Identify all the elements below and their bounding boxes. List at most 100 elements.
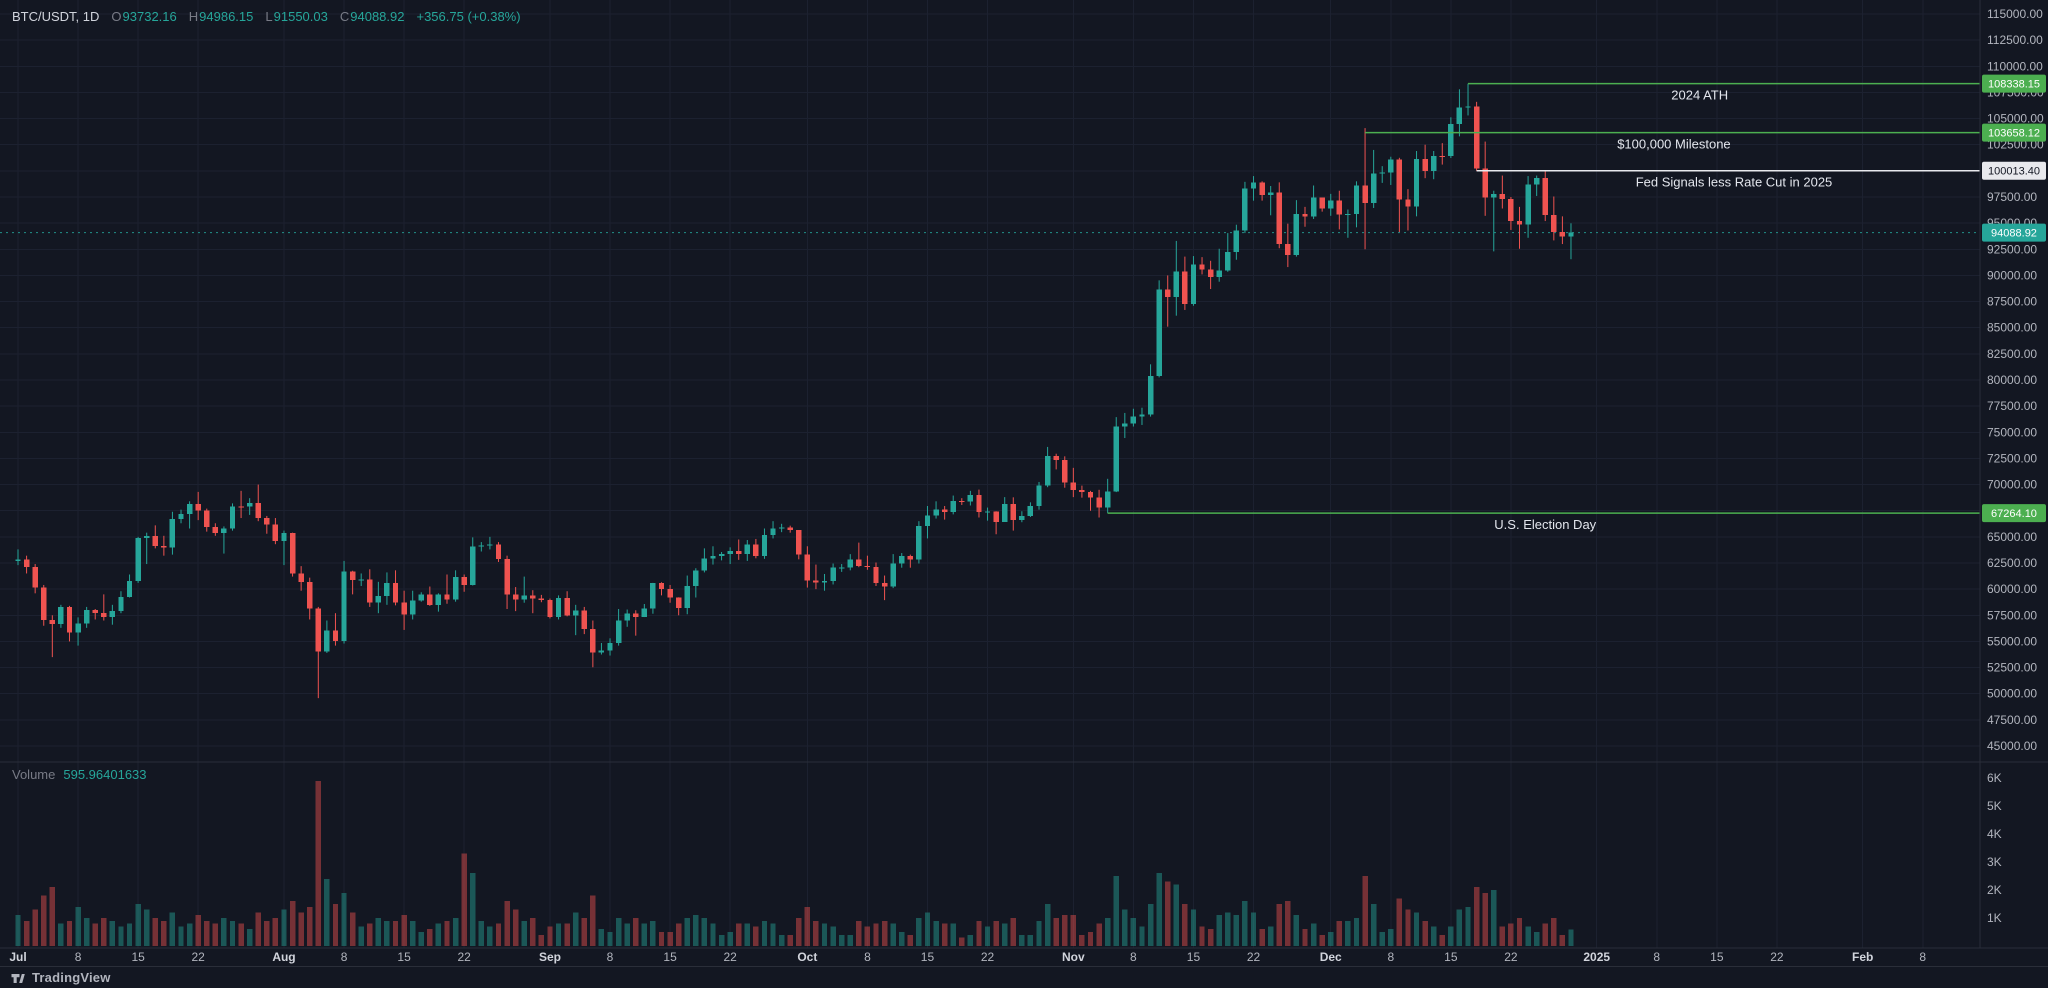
symbol-title[interactable]: BTC/USDT, 1D [12,9,100,24]
volume-bar [1508,923,1514,946]
candle-body [916,525,922,560]
volume-axis[interactable]: 1K 2K 3K 4K 5K 6K [1987,771,2002,925]
annotation-price-badge: 103658.12 [1982,123,2046,142]
candle-body [392,582,399,603]
price-tick-label: 52500.00 [1987,661,2037,675]
volume-bar [924,912,931,946]
volume-bar [1293,915,1300,946]
volume-bar [959,937,965,946]
volume-bar [1568,929,1574,946]
volume-bar [1002,923,1008,946]
candle-body [1104,491,1111,508]
candle-body [787,527,793,531]
candle-body [890,563,896,587]
close-label: C [339,9,350,24]
time-tick-label: 22 [723,950,737,964]
volume-bar [1473,887,1480,946]
price-axis[interactable]: 45000.00 47500.00 50000.00 52500.00 55000.00… [1987,7,2044,753]
volume-bar [1139,926,1145,946]
candle-body [1182,271,1188,305]
candle-body [1096,497,1102,508]
annotation-price-badge: 67264.10 [1982,504,2046,523]
volume-bar [1328,932,1334,946]
candle-body [1353,185,1360,214]
candlestick-chart[interactable]: 2024 ATH $100,000 Milestone Fed Signals le… [0,0,2048,966]
volume-bar [1225,912,1231,946]
annotation-label[interactable]: 2024 ATH [1671,88,1728,103]
candle-body [1233,230,1240,252]
annotation-2024-ath[interactable]: 2024 ATH [1468,82,1980,103]
candle-body [401,602,407,615]
volume-bar [1079,934,1085,946]
annotation--100-000-milestone[interactable]: $100,000 Milestone [1365,131,1980,152]
volume-bar [555,923,562,946]
candle-body [753,544,759,557]
candle-body [547,599,553,618]
candle-body [1405,199,1411,207]
candle-body [1190,264,1197,305]
time-axis[interactable]: Jul 8 15 22 Aug 8 15 22 Sep 8 15 22 Oct 8 15 22 Nov 8 15 22… [9,950,1926,964]
volume-bar [1491,890,1497,946]
volume-bar [452,918,459,946]
volume-legend: Volume 595.96401633 [12,767,147,782]
volume-bar [1199,926,1205,946]
annotation-label[interactable]: Fed Signals less Rate Cut in 2025 [1636,175,1833,190]
candle-body [1062,460,1068,483]
candle-body [581,610,587,630]
candle-body [796,530,802,555]
volume-bar [1147,904,1154,946]
candles-layer[interactable] [15,83,1574,699]
candle-body [658,583,665,590]
volume-bar [1370,904,1377,946]
volume-label[interactable]: Volume [12,767,56,782]
volume-bar [1036,920,1042,946]
candle-body [1379,172,1385,174]
volume-bar [1019,934,1025,946]
volume-bar [873,923,879,946]
time-tick-label: 22 [981,950,995,964]
annotation-label[interactable]: U.S. Election Day [1494,517,1596,532]
candle-body [710,555,716,559]
volume-bar [916,918,922,946]
volume-bar [641,923,648,946]
volume-bar [881,920,888,946]
time-tick-label: Oct [797,950,817,964]
annotation-u-s-election-day[interactable]: U.S. Election Day [1107,512,1980,532]
price-tick-label: 50000.00 [1987,687,2037,701]
candle-body [384,582,390,596]
candle-body [1456,107,1463,125]
candle-body [1293,214,1300,255]
tradingview-brand-text[interactable]: TradingView [32,970,111,985]
tradingview-logo-icon[interactable] [10,970,26,986]
volume-bar [195,915,201,946]
price-tick-label: 80000.00 [1987,373,2037,387]
volume-bar [1190,909,1197,946]
candle-body [1147,376,1154,415]
volume-bar [41,895,47,946]
ohlc-low: L 91550.03 [265,9,327,24]
time-tick-label: 8 [607,950,614,964]
price-tick-label: 110000.00 [1987,59,2043,73]
price-tick-label: 87500.00 [1987,295,2037,309]
candle-body [66,606,73,633]
volume-tick-label: 6K [1987,771,2002,785]
candle-body [624,613,630,621]
annotation-fed-signals-less-rate-cut-in-2025[interactable]: Fed Signals less Rate Cut in 2025 [1476,169,1980,190]
annotation-label[interactable]: $100,000 Milestone [1617,137,1730,152]
volume-bar [727,932,733,946]
volume-bar [658,932,665,946]
time-tick-label: 2025 [1583,950,1610,964]
volume-bar [1465,906,1471,946]
candle-body [349,571,356,580]
volume-bar [83,918,90,946]
volume-bar [1551,918,1557,946]
volume-bar [1027,934,1034,946]
candle-body [470,546,476,586]
price-tick-label: 105000.00 [1987,112,2044,126]
candle-body [1242,188,1248,231]
volume-tick-label: 5K [1987,799,2002,813]
candle-body [847,559,853,568]
volume-bar [1182,904,1188,946]
annotation-price-badge-text: 100013.40 [1988,166,2040,178]
volume-bar [1053,918,1059,946]
